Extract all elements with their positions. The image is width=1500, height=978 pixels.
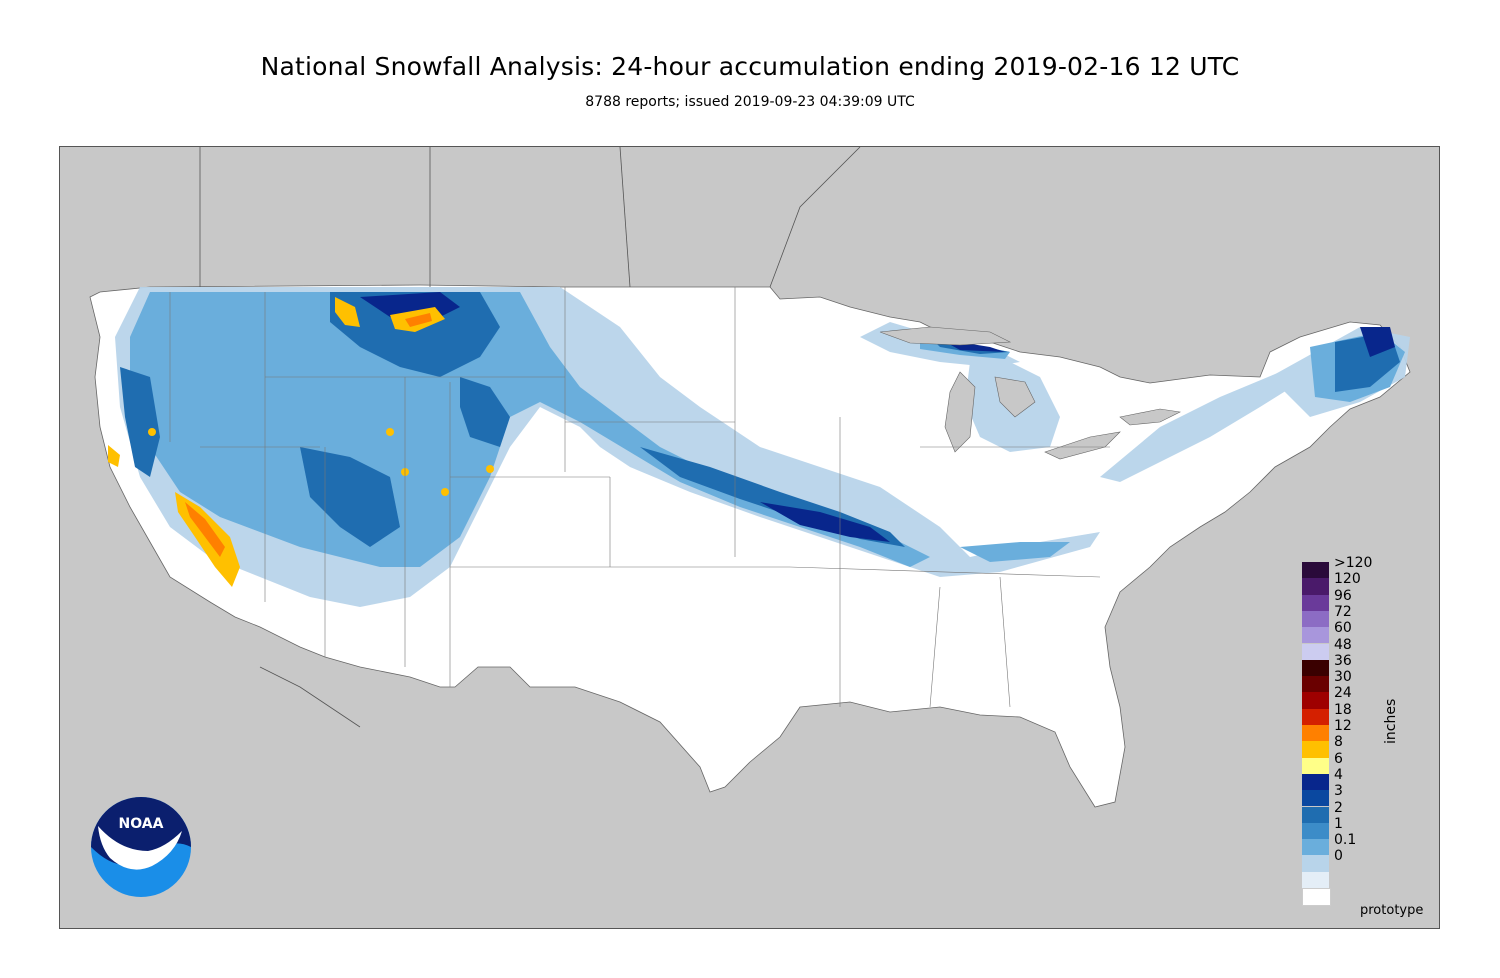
international-borders: [199, 147, 861, 728]
legend-swatch: [1302, 871, 1329, 888]
legend-label: 60: [1334, 620, 1352, 637]
map-svg: [89, 147, 1411, 808]
legend-label: 48: [1334, 636, 1352, 653]
snowfall-map: [59, 146, 1440, 929]
legend-swatch: [1302, 725, 1329, 742]
state-borders: [169, 287, 1110, 708]
legend-swatch: [1302, 643, 1329, 660]
legend-label: 2: [1334, 799, 1343, 816]
legend-swatch: [1302, 855, 1329, 872]
legend-label: 1: [1334, 815, 1343, 832]
legend-label: >120: [1334, 555, 1373, 571]
legend-label: 30: [1334, 669, 1352, 686]
noaa-logo: NOAA: [91, 797, 191, 897]
legend-label: 4: [1334, 766, 1343, 783]
legend-label: 120: [1334, 571, 1361, 588]
legend-label: 36: [1334, 652, 1352, 669]
legend-label: 0: [1334, 848, 1343, 865]
legend-swatch: [1302, 692, 1329, 709]
legend-label: 12: [1334, 718, 1352, 734]
legend-swatch: [1302, 627, 1329, 644]
legend-label: 24: [1334, 685, 1352, 702]
legend-swatch: [1302, 610, 1329, 628]
legend-swatch: [1302, 741, 1329, 758]
legend-label: 3: [1334, 783, 1343, 800]
great-lakes: [879, 326, 1181, 460]
legend-swatch: [1302, 790, 1329, 807]
legend-label: 8: [1334, 734, 1343, 751]
legend-label: 96: [1334, 587, 1352, 604]
legend-swatch: [1302, 562, 1329, 579]
legend-swatch: [1302, 708, 1329, 725]
legend-label: 72: [1334, 603, 1352, 620]
page-subtitle: 8788 reports; issued 2019-09-23 04:39:09…: [585, 94, 915, 110]
legend-swatch: [1302, 806, 1329, 823]
snow-heavy-spots: [108, 297, 494, 587]
noaa-logo-text: NOAA: [119, 816, 164, 832]
prototype-note: prototype: [1360, 903, 1424, 918]
legend-swatch: [1302, 594, 1329, 611]
legend-swatch: [1302, 822, 1329, 840]
legend-label: 18: [1334, 701, 1352, 718]
legend-label: 0.1: [1334, 832, 1357, 849]
legend-unit: inches: [1383, 698, 1399, 744]
legend-swatch: [1302, 659, 1329, 677]
legend-swatch: [1302, 578, 1329, 595]
legend-swatch: [1302, 839, 1329, 856]
legend-label: 6: [1334, 750, 1343, 767]
page-title: National Snowfall Analysis: 24-hour accu…: [260, 52, 1240, 81]
legend-swatch: [1302, 773, 1329, 791]
legend-swatch: [1302, 676, 1329, 693]
legend-swatch: [1302, 888, 1331, 907]
legend-swatch: [1302, 757, 1329, 774]
